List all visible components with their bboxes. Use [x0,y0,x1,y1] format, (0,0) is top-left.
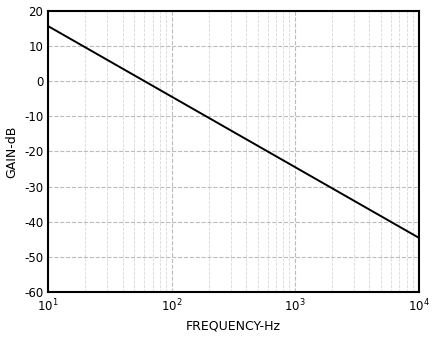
Y-axis label: GAIN-dB: GAIN-dB [6,125,19,178]
X-axis label: FREQUENCY-Hz: FREQUENCY-Hz [185,319,280,333]
